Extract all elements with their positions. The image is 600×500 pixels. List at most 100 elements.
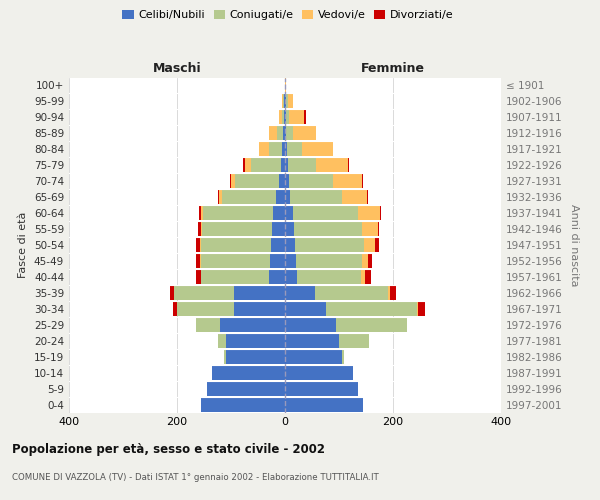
- Text: Maschi: Maschi: [152, 62, 202, 75]
- Bar: [283, 142, 285, 156]
- Bar: [288, 158, 316, 172]
- Bar: [289, 110, 304, 124]
- Bar: [277, 190, 285, 204]
- Bar: [212, 366, 285, 380]
- Bar: [234, 302, 285, 316]
- Bar: [285, 174, 289, 188]
- Bar: [224, 350, 226, 364]
- Bar: [282, 94, 283, 108]
- Bar: [202, 222, 272, 236]
- Bar: [378, 222, 379, 236]
- Bar: [380, 206, 381, 220]
- Bar: [285, 238, 295, 252]
- Text: Femmine: Femmine: [361, 62, 425, 75]
- Text: COMUNE DI VAZZOLA (TV) - Dati ISTAT 1° gennaio 2002 - Elaborazione TUTTITALIA.IT: COMUNE DI VAZZOLA (TV) - Dati ISTAT 1° g…: [12, 472, 379, 482]
- Bar: [273, 206, 285, 220]
- Bar: [290, 190, 342, 204]
- Text: Popolazione per età, sesso e stato civile - 2002: Popolazione per età, sesso e stato civil…: [12, 442, 325, 456]
- Y-axis label: Anni di nascita: Anni di nascita: [569, 204, 579, 286]
- Bar: [365, 270, 371, 284]
- Bar: [285, 366, 353, 380]
- Bar: [314, 286, 388, 300]
- Bar: [342, 190, 367, 204]
- Bar: [418, 302, 425, 316]
- Bar: [230, 174, 231, 188]
- Bar: [362, 222, 378, 236]
- Bar: [285, 190, 290, 204]
- Bar: [201, 222, 202, 236]
- Bar: [316, 158, 347, 172]
- Bar: [362, 254, 368, 268]
- Bar: [272, 222, 285, 236]
- Bar: [251, 158, 281, 172]
- Y-axis label: Fasce di età: Fasce di età: [19, 212, 28, 278]
- Bar: [279, 110, 282, 124]
- Bar: [285, 78, 286, 92]
- Bar: [295, 238, 364, 252]
- Bar: [289, 174, 332, 188]
- Bar: [285, 334, 339, 347]
- Bar: [271, 238, 285, 252]
- Bar: [388, 286, 390, 300]
- Bar: [245, 158, 251, 172]
- Bar: [244, 158, 245, 172]
- Bar: [196, 238, 200, 252]
- Bar: [203, 206, 273, 220]
- Bar: [201, 254, 270, 268]
- Bar: [358, 206, 380, 220]
- Bar: [285, 254, 296, 268]
- Bar: [206, 382, 285, 396]
- Bar: [196, 318, 220, 332]
- Bar: [367, 190, 368, 204]
- Bar: [374, 238, 379, 252]
- Bar: [226, 334, 285, 347]
- Bar: [285, 270, 297, 284]
- Bar: [285, 142, 287, 156]
- Bar: [285, 302, 325, 316]
- Bar: [368, 254, 373, 268]
- Bar: [285, 318, 337, 332]
- Bar: [269, 126, 277, 140]
- Bar: [293, 222, 362, 236]
- Bar: [286, 126, 293, 140]
- Bar: [285, 94, 286, 108]
- Bar: [220, 318, 285, 332]
- Bar: [287, 142, 302, 156]
- Bar: [339, 334, 368, 347]
- Bar: [293, 126, 316, 140]
- Bar: [364, 238, 374, 252]
- Bar: [201, 238, 271, 252]
- Bar: [202, 398, 285, 411]
- Bar: [281, 158, 285, 172]
- Bar: [218, 334, 226, 347]
- Bar: [297, 270, 361, 284]
- Bar: [362, 174, 364, 188]
- Bar: [390, 286, 396, 300]
- Bar: [361, 270, 365, 284]
- Bar: [347, 158, 349, 172]
- Bar: [174, 286, 234, 300]
- Bar: [234, 286, 285, 300]
- Bar: [283, 126, 285, 140]
- Bar: [219, 190, 223, 204]
- Bar: [226, 350, 285, 364]
- Bar: [285, 382, 358, 396]
- Bar: [278, 174, 285, 188]
- Bar: [332, 174, 362, 188]
- Bar: [197, 222, 201, 236]
- Bar: [293, 206, 358, 220]
- Bar: [277, 126, 283, 140]
- Bar: [196, 270, 202, 284]
- Bar: [302, 142, 333, 156]
- Bar: [270, 254, 285, 268]
- Bar: [259, 142, 269, 156]
- Legend: Celibi/Nubili, Coniugati/e, Vedovi/e, Divorziati/e: Celibi/Nubili, Coniugati/e, Vedovi/e, Di…: [118, 6, 458, 25]
- Bar: [201, 206, 203, 220]
- Bar: [235, 174, 278, 188]
- Bar: [337, 318, 407, 332]
- Bar: [223, 190, 277, 204]
- Bar: [342, 350, 344, 364]
- Bar: [325, 302, 418, 316]
- Bar: [304, 110, 305, 124]
- Bar: [285, 398, 364, 411]
